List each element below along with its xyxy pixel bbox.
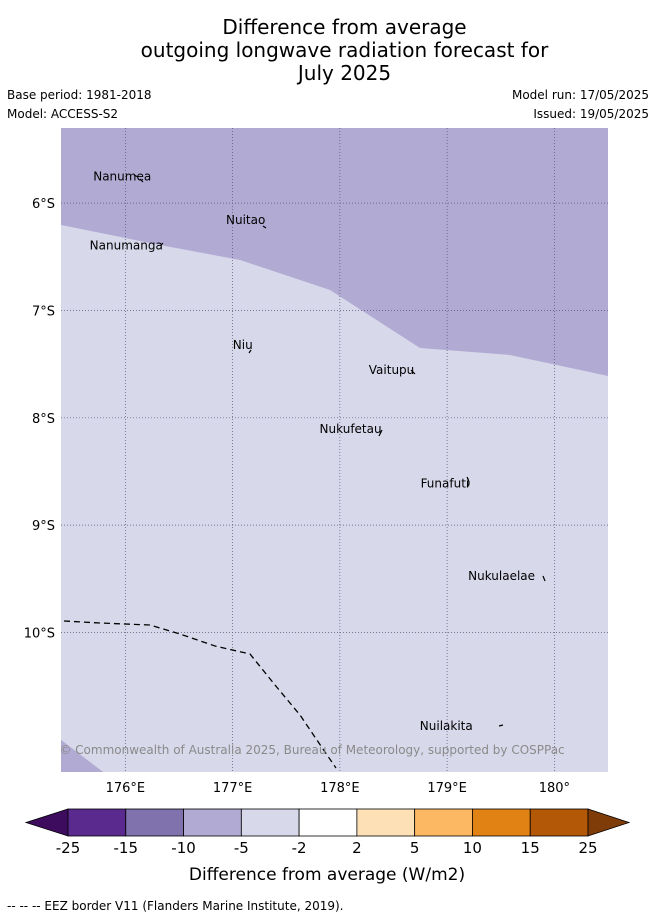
colorbar-cell <box>240 808 300 837</box>
lon-tick-label: 177°E <box>213 781 253 796</box>
place-label-nukufetau: Nukufetau <box>320 422 382 436</box>
lon-ticks: 176°E 177°E 178°E 179°E 180° <box>106 781 570 796</box>
place-labels: Nanumea Nuitao Nanumanga Niu Vaitupu Nukufeta… <box>90 170 535 733</box>
colorbar-tick-label: -15 <box>114 839 139 857</box>
title-line-2: outgoing longwave radiation forecast for <box>140 38 549 62</box>
colorbar-cell <box>472 808 531 837</box>
place-label-niu: Niu <box>233 338 253 352</box>
colorbar-tick-label: 10 <box>463 839 482 857</box>
map-panel: Nanumea Nuitao Nanumanga Niu Vaitupu Nukufeta… <box>24 128 608 796</box>
eez-border <box>63 620 337 769</box>
lat-tick-label: 8°S <box>32 412 55 427</box>
colorbar-tick-label: 25 <box>578 839 597 857</box>
place-label-nukulaelae: Nukulaelae <box>468 569 535 583</box>
title-line-3: July 2025 <box>297 61 392 85</box>
island-shape <box>262 225 267 229</box>
lat-tick-label: 10°S <box>24 626 55 641</box>
colorbar-cell <box>67 808 127 837</box>
lat-tick-label: 9°S <box>32 519 55 534</box>
island-marks <box>133 174 546 727</box>
base-period: Base period: 1981-2018 <box>7 88 152 102</box>
colorbar-cell <box>529 808 589 837</box>
lon-tick-label: 179°E <box>427 781 467 796</box>
colorbar-extend-high <box>587 808 631 837</box>
island-shape <box>160 242 164 246</box>
island-shape <box>410 369 416 375</box>
title-line-1: Difference from average <box>222 15 467 39</box>
lon-tick-label: 180° <box>539 781 570 796</box>
colorbar-cell <box>183 808 242 837</box>
colorbar-tick-label: -10 <box>171 839 196 857</box>
colorbar: -25 -15 -10 -5 -2 2 5 10 15 25 Difference from av… <box>24 808 631 885</box>
colorbar-cell <box>356 808 416 837</box>
gridlines <box>61 128 608 772</box>
island-shape <box>248 349 252 354</box>
chart-title: Difference from average outgoing longwav… <box>0 16 655 85</box>
island-shape <box>378 429 383 437</box>
place-label-nuitao: Nuitao <box>226 213 265 227</box>
colorbar-cell <box>125 808 184 837</box>
colorbar-cell <box>414 808 473 837</box>
eez-footnote: -- -- -- EEZ border V11 (Flanders Marine… <box>7 899 344 913</box>
place-label-nuilakita: Nuilakita <box>420 719 473 733</box>
colorbar-tick-label: -2 <box>292 839 307 857</box>
colorbar-ticks: -25 -15 -10 -5 -2 2 5 10 15 25 <box>56 839 598 857</box>
place-label-nanumanga: Nanumanga <box>90 238 163 252</box>
colorbar-tick-label: 5 <box>410 839 420 857</box>
colorbar-title: Difference from average (W/m2) <box>189 865 465 885</box>
model-run: Model run: 17/05/2025 <box>511 88 649 102</box>
colorbar-tick-label: 2 <box>352 839 362 857</box>
colorbar-extend-low <box>24 808 69 837</box>
lon-tick-label: 178°E <box>320 781 360 796</box>
issued-date: Issued: 19/05/2025 <box>533 107 649 121</box>
colorbar-cell <box>298 808 358 837</box>
lat-ticks: 6°S 7°S 8°S 9°S 10°S <box>24 197 55 641</box>
colorbar-tick-label: -5 <box>234 839 249 857</box>
model-name: Model: ACCESS-S2 <box>7 107 119 121</box>
island-shape <box>542 575 546 582</box>
island-shape <box>498 724 504 727</box>
anomaly-region-light <box>61 225 608 772</box>
place-label-vaitupu: Vaitupu <box>369 363 415 377</box>
lat-tick-label: 6°S <box>32 197 55 212</box>
place-label-nanumea: Nanumea <box>93 170 151 184</box>
copyright-notice: © Commonwealth of Australia 2025, Bureau… <box>59 743 564 757</box>
anomaly-region-dark-corner <box>61 740 103 772</box>
colorbar-tick-label: -25 <box>56 839 81 857</box>
island-shape <box>133 174 144 183</box>
colorbar-tick-label: 15 <box>521 839 540 857</box>
lon-tick-label: 176°E <box>106 781 146 796</box>
lat-tick-label: 7°S <box>32 304 55 319</box>
island-shape <box>466 476 470 488</box>
place-label-funafuti: Funafuti <box>421 477 470 491</box>
colorbar-cells <box>24 808 631 837</box>
